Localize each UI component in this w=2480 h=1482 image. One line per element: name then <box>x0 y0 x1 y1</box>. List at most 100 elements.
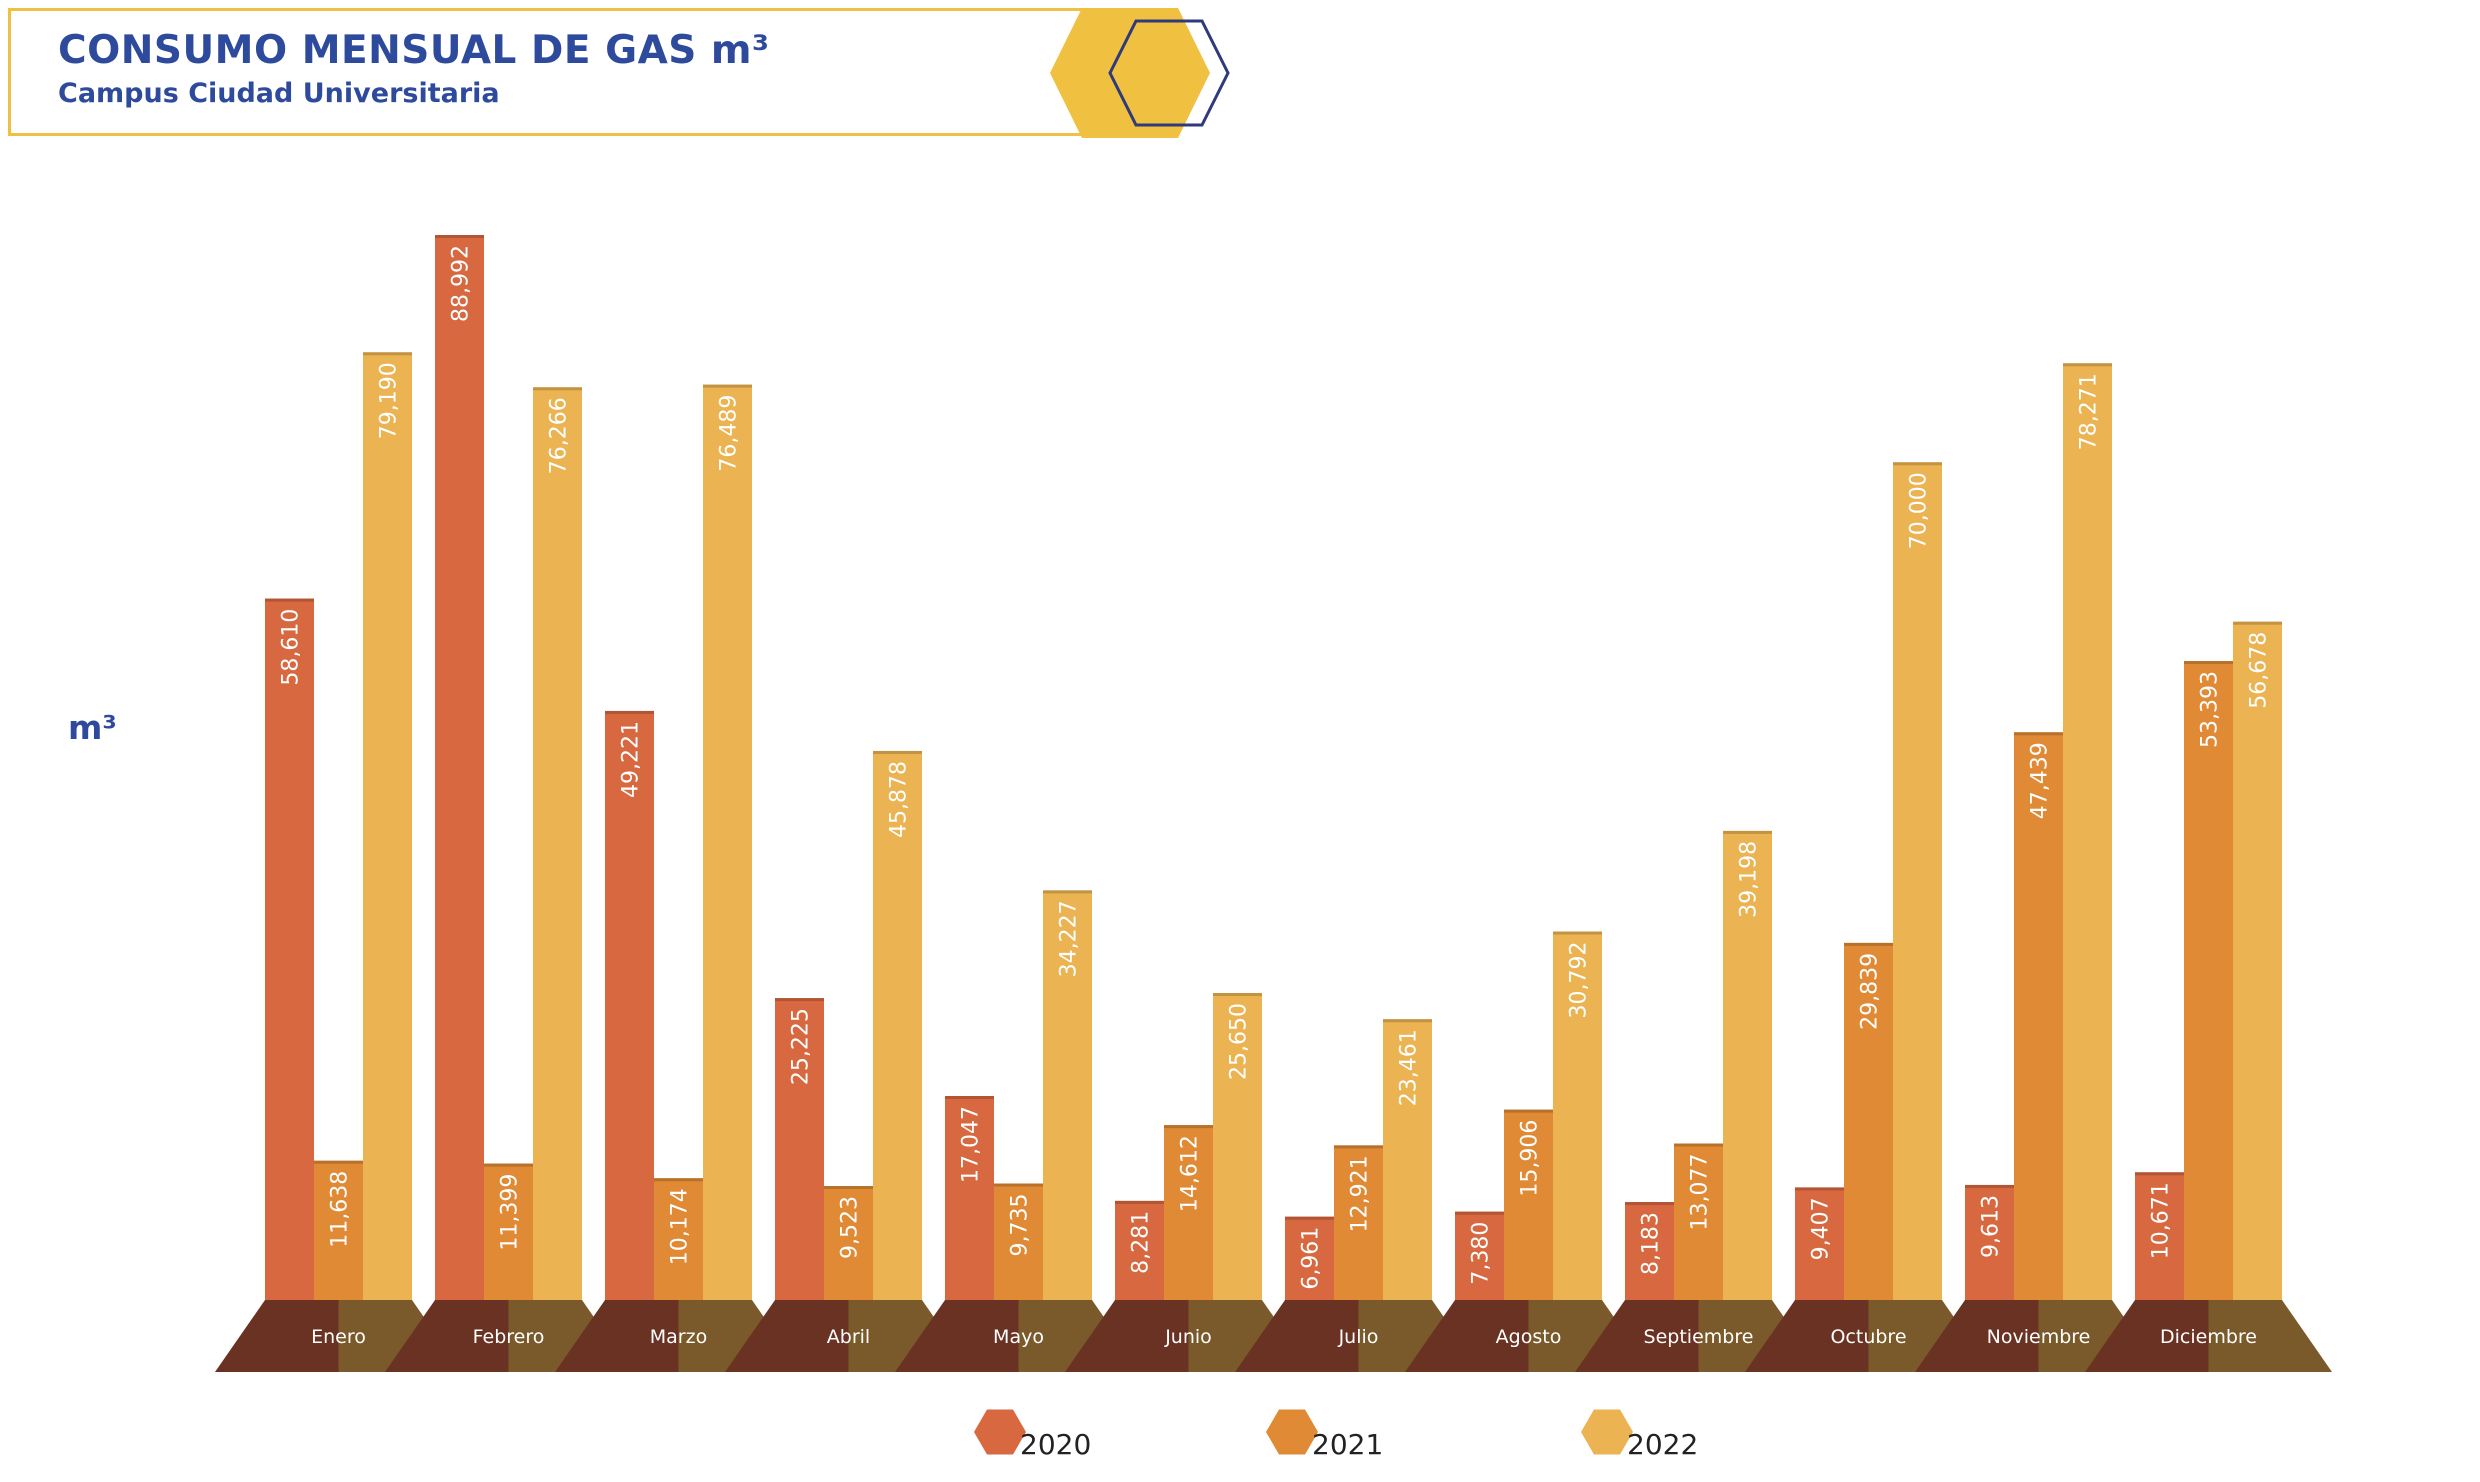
data-label-2022-septiembre: 39,198 <box>1737 841 1762 918</box>
data-label-2020-septiembre: 8,183 <box>1639 1212 1664 1275</box>
month-label-junio: Junio <box>1164 1326 1212 1348</box>
bar-top-edge <box>484 1163 533 1167</box>
legend-hexagon-icon-2020 <box>974 1409 1026 1455</box>
bar-2021-octubre <box>1844 942 1893 1300</box>
bar-2020-diciembre <box>2135 1172 2184 1300</box>
data-label-2020-abril: 25,225 <box>789 1008 814 1085</box>
bar-top-edge <box>945 1095 994 1099</box>
month-label-enero: Enero <box>311 1326 366 1348</box>
bar-top-edge <box>2233 621 2282 625</box>
hexagon-fill-icon <box>1050 8 1210 138</box>
bar-top-edge <box>1043 890 1092 894</box>
bar-2021-enero <box>314 1160 363 1300</box>
data-label-2020-junio: 8,281 <box>1129 1211 1154 1274</box>
data-label-2022-noviembre: 78,271 <box>2077 373 2102 450</box>
bar-top-edge <box>1115 1200 1164 1204</box>
bar-top-edge <box>1504 1109 1553 1113</box>
bar-2021-septiembre <box>1674 1143 1723 1300</box>
bar-top-edge <box>1383 1019 1432 1023</box>
hexagon-logo-icon <box>1050 8 1230 138</box>
data-label-2022-agosto: 30,792 <box>1567 942 1592 1019</box>
chart-subtitle: Campus Ciudad Universitaria <box>58 78 500 109</box>
bar-top-edge <box>1723 830 1772 834</box>
bar-2021-agosto <box>1504 1109 1553 1300</box>
bar-top-edge <box>654 1178 703 1182</box>
bar-2020-febrero <box>435 235 484 1300</box>
bar-2021-julio <box>1334 1145 1383 1300</box>
bar-2020-agosto <box>1455 1211 1504 1300</box>
data-label-2021-noviembre: 47,439 <box>2028 742 2053 819</box>
month-base-left <box>385 1300 509 1372</box>
bar-top-edge <box>265 598 314 602</box>
bar-2021-abril <box>824 1186 873 1300</box>
legend-label-2022: 2022 <box>1627 1428 1698 1461</box>
data-label-2022-abril: 45,878 <box>887 761 912 838</box>
bar-top-edge <box>1334 1145 1383 1149</box>
month-label-marzo: Marzo <box>650 1326 707 1348</box>
data-label-2022-febrero: 76,266 <box>547 397 572 474</box>
bar-2020-julio <box>1285 1216 1334 1300</box>
data-label-2021-diciembre: 53,393 <box>2198 671 2223 748</box>
bar-2021-febrero <box>484 1163 533 1300</box>
bars-layer: 58,610 11,638 79,190 88,992 11,399 76,266 49,2… <box>265 235 2282 1301</box>
data-label-2020-mayo: 17,047 <box>959 1106 984 1183</box>
bar-top-edge <box>1625 1202 1674 1206</box>
month-label-agosto: Agosto <box>1496 1326 1562 1348</box>
data-label-2020-diciembre: 10,671 <box>2149 1182 2174 1259</box>
data-label-2022-mayo: 34,227 <box>1057 900 1082 977</box>
bar-top-edge <box>994 1183 1043 1187</box>
data-label-2021-septiembre: 13,077 <box>1688 1154 1713 1231</box>
data-label-2020-febrero: 88,992 <box>449 245 474 322</box>
bar-top-edge <box>1455 1211 1504 1215</box>
bar-2020-mayo <box>945 1095 994 1300</box>
month-base-left <box>215 1300 339 1372</box>
month-base-left <box>1575 1300 1699 1372</box>
data-label-2020-enero: 58,610 <box>279 609 304 686</box>
legend-hexagon-icon-2021 <box>1266 1409 1318 1455</box>
bar-top-edge <box>1553 931 1602 935</box>
bar-top-edge <box>703 384 752 388</box>
month-label-abril: Abril <box>827 1326 870 1348</box>
bar-top-edge <box>1893 462 1942 466</box>
data-label-2021-junio: 14,612 <box>1178 1135 1203 1212</box>
month-base-layer: Enero Febrero Marzo Abril Mayo Junio Julio Agos… <box>215 1300 2332 1372</box>
bar-2022-enero <box>363 352 412 1300</box>
bar-2021-noviembre <box>2014 732 2063 1300</box>
bar-top-edge <box>533 387 582 391</box>
data-label-2022-octubre: 70,000 <box>1907 472 1932 549</box>
data-label-2021-enero: 11,638 <box>328 1171 353 1248</box>
bar-top-edge <box>1285 1216 1334 1220</box>
data-label-2020-agosto: 7,380 <box>1469 1222 1494 1285</box>
bar-2020-noviembre <box>1965 1184 2014 1300</box>
month-base-right <box>2208 1300 2332 1372</box>
chart-title: CONSUMO MENSUAL DE GAS m³ <box>58 28 770 73</box>
bar-2021-diciembre <box>2184 661 2233 1300</box>
month-base-left <box>1065 1300 1189 1372</box>
month-label-septiembre: Septiembre <box>1644 1326 1754 1348</box>
bar-2022-octubre <box>1893 462 1942 1300</box>
month-label-mayo: Mayo <box>993 1326 1044 1348</box>
legend-hexagon-icon-2022 <box>1581 1409 1633 1455</box>
data-label-2020-marzo: 49,221 <box>619 721 644 798</box>
bar-2022-marzo <box>703 384 752 1300</box>
month-base-left <box>1405 1300 1529 1372</box>
bar-2020-octubre <box>1795 1187 1844 1300</box>
data-label-2021-julio: 12,921 <box>1348 1155 1373 1232</box>
month-base-left <box>1235 1300 1359 1372</box>
legend-label-2020: 2020 <box>1020 1428 1091 1461</box>
bar-top-edge <box>2184 661 2233 665</box>
month-base-left <box>725 1300 849 1372</box>
bar-top-edge <box>1164 1125 1213 1129</box>
bar-2022-febrero <box>533 387 582 1300</box>
bar-top-edge <box>2135 1172 2184 1176</box>
data-label-2022-enero: 79,190 <box>377 362 402 439</box>
data-label-2022-diciembre: 56,678 <box>2247 632 2272 709</box>
bar-top-edge <box>363 352 412 356</box>
bar-2020-enero <box>265 598 314 1300</box>
month-label-diciembre: Diciembre <box>2160 1326 2257 1348</box>
bar-2022-abril <box>873 750 922 1300</box>
data-label-2022-julio: 23,461 <box>1397 1029 1422 1106</box>
month-base-left <box>555 1300 679 1372</box>
bar-2020-abril <box>775 998 824 1300</box>
